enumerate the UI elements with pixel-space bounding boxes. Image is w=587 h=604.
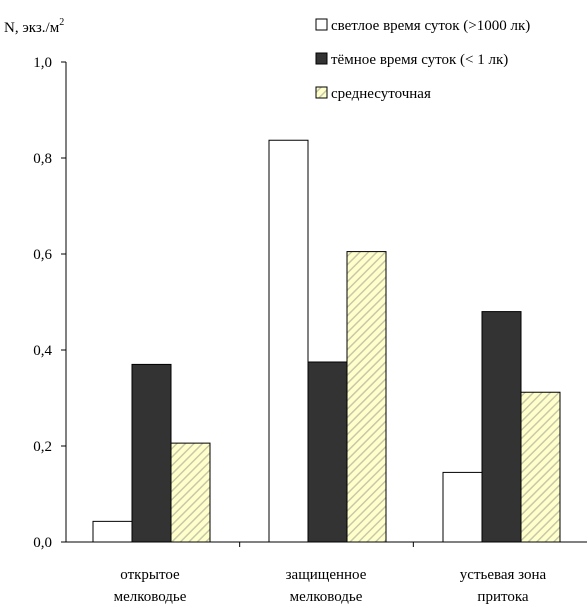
- bar-2-series-1: [268, 139, 309, 543]
- y-tick-label: 0,8: [33, 151, 52, 167]
- legend-swatch-2: [315, 52, 328, 65]
- x-category-label: открытое: [120, 567, 180, 583]
- y-tick-label: 0,6: [33, 247, 52, 263]
- y-axis-label-text: N, экз./м: [4, 20, 60, 36]
- legend: светлое время суток (>1000 лк) тёмное вре…: [315, 18, 530, 102]
- bar-3-series-3: [520, 391, 561, 543]
- y-axis-label: N, экз./м2: [4, 17, 64, 36]
- y-tick-label: 1,0: [33, 55, 52, 71]
- y-tick-label: 0,2: [33, 439, 52, 455]
- x-category-label: мелководье: [290, 589, 363, 604]
- legend-swatch-3: [315, 86, 328, 99]
- legend-label-2: тёмное время суток (< 1 лк): [331, 52, 508, 68]
- legend-label-3: среднесуточная: [331, 86, 431, 102]
- x-category-label: устьевая зона: [460, 567, 547, 583]
- bar-1-series-1: [92, 520, 133, 543]
- y-tick-labels: 0,0 0,2 0,4 0,6 0,8 1,0: [33, 55, 52, 551]
- bar-3-series-1: [442, 471, 483, 543]
- y-tick-label: 0,0: [33, 535, 52, 551]
- bars: [92, 139, 561, 543]
- x-tick-labels: открытое мелководье защищенное мелководье ус…: [114, 567, 547, 604]
- bar-2-series-3: [346, 251, 387, 543]
- x-category-label: притока: [477, 589, 528, 604]
- bar-1-series-2: [131, 363, 172, 543]
- legend-swatch-1: [315, 18, 328, 31]
- bar-3-series-2: [481, 311, 522, 543]
- y-axis-label-superscript: 2: [59, 17, 64, 28]
- x-category-label: защищенное: [286, 567, 367, 583]
- x-category-label: мелководье: [114, 589, 187, 604]
- legend-label-1: светлое время суток (>1000 лк): [331, 18, 530, 34]
- bar-1-series-3: [170, 442, 211, 543]
- y-tick-label: 0,4: [33, 343, 52, 359]
- bar-2-series-2: [307, 361, 348, 543]
